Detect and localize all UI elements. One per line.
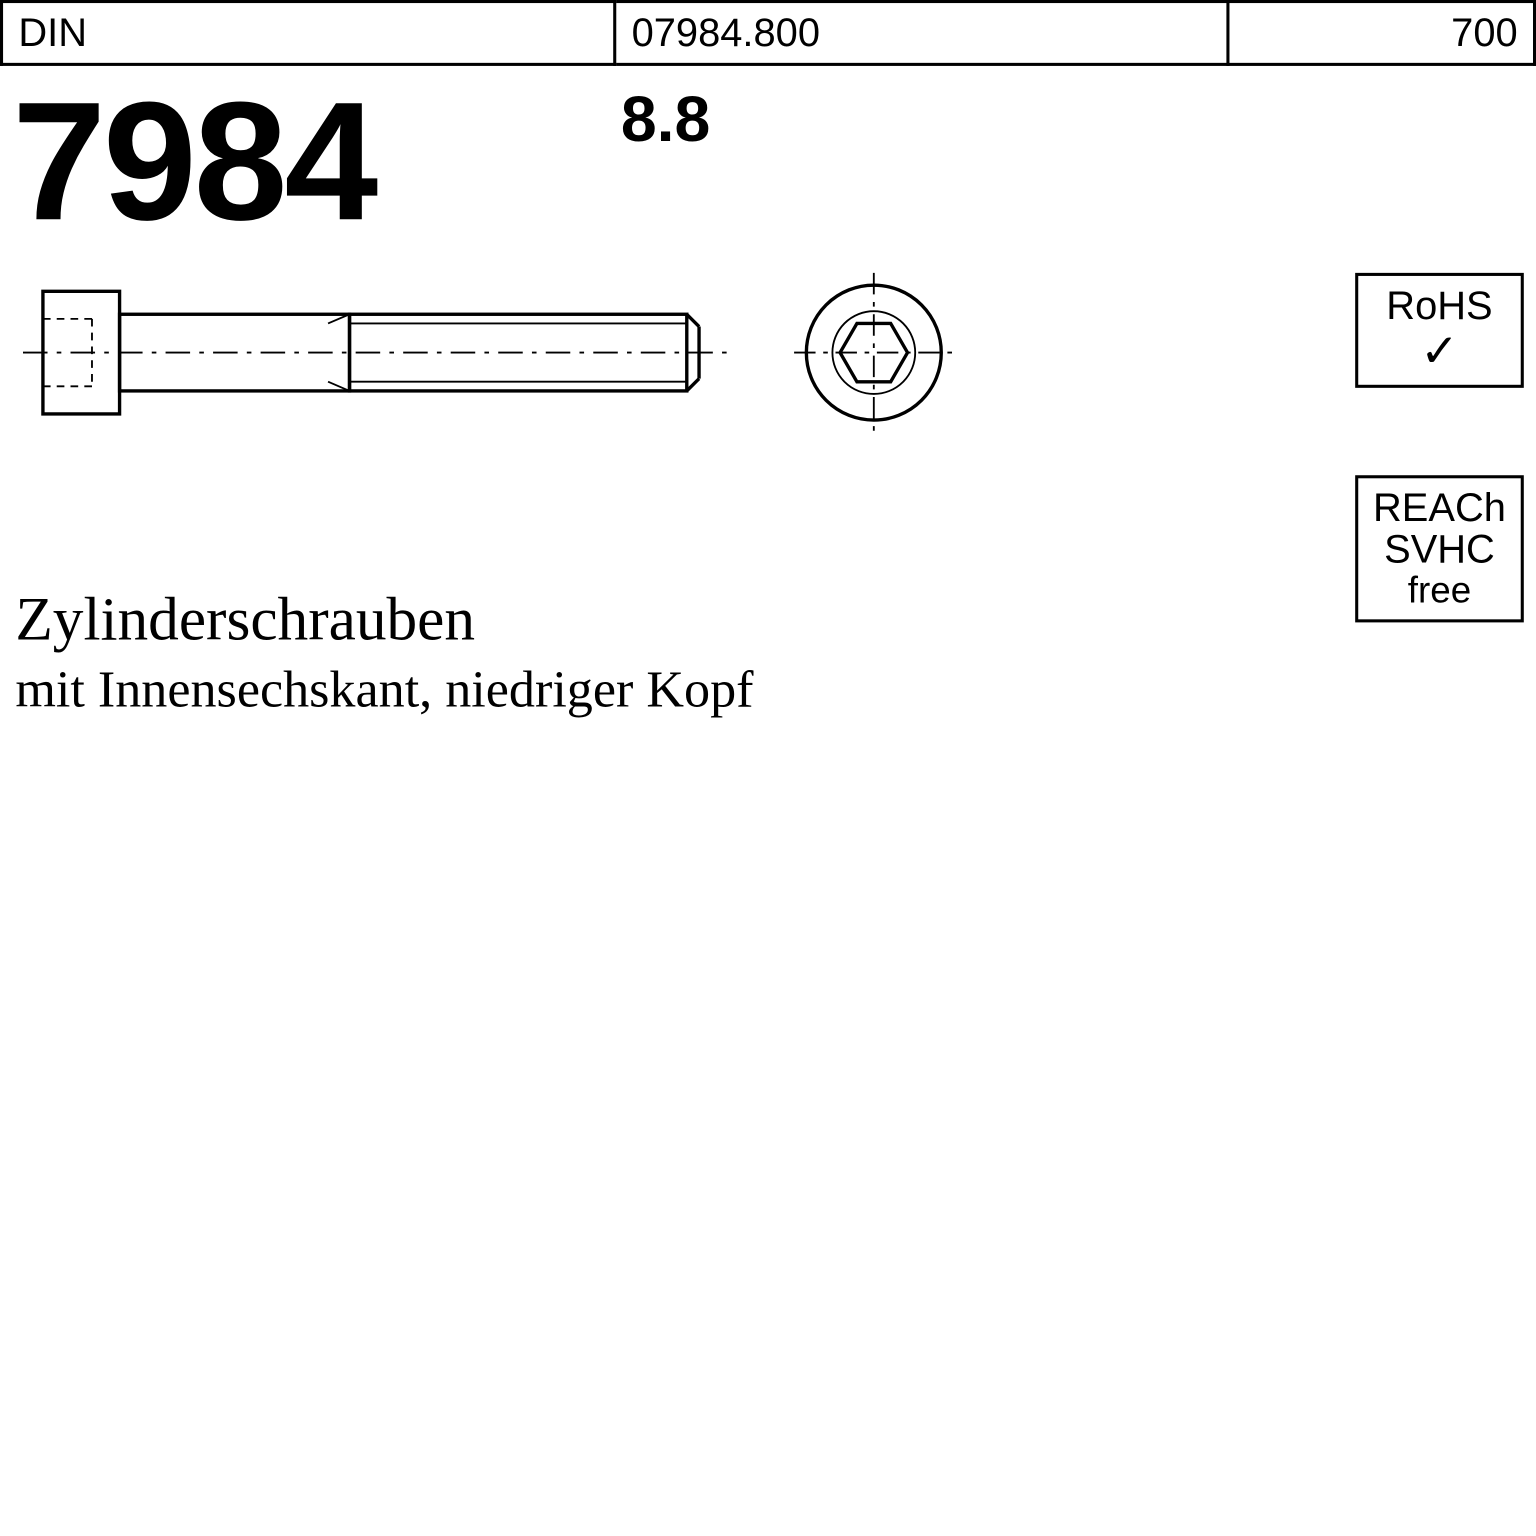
strength-grade: 8.8 (621, 83, 711, 157)
header-right: 700 (1228, 2, 1535, 65)
reach-line3: free (1358, 571, 1520, 610)
check-icon: ✓ (1358, 330, 1520, 376)
rohs-label: RoHS (1358, 285, 1520, 327)
product-subtitle: mit Innensechskant, niedriger Kopf (15, 662, 753, 720)
header-table: DIN 07984.800 700 (0, 0, 1536, 66)
reach-badge: REACh SVHC free (1355, 475, 1524, 622)
screw-drawing-icon (15, 268, 996, 437)
header-mid: 07984.800 (615, 2, 1228, 65)
reach-line1: REACh (1358, 487, 1520, 529)
rohs-badge: RoHS ✓ (1355, 273, 1524, 388)
reach-line2: SVHC (1358, 529, 1520, 571)
standard-number: 7984 (12, 64, 375, 259)
header-left: DIN (2, 2, 615, 65)
product-title: Zylinderschrauben (15, 583, 475, 655)
